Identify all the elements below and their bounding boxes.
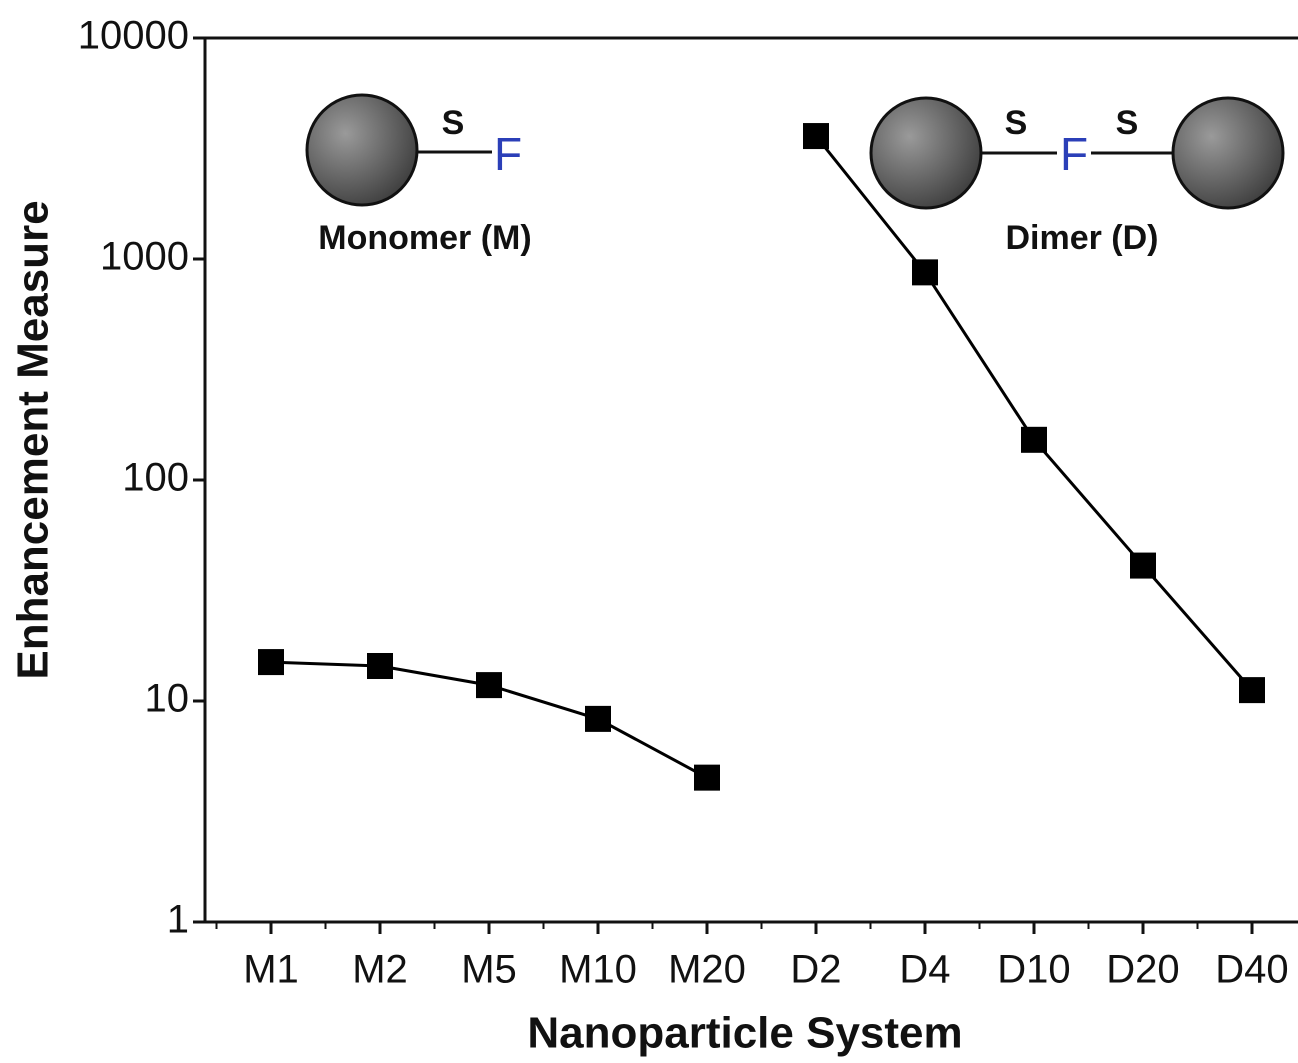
x-axis-title: Nanoparticle System (527, 1009, 962, 1058)
x-tick-label: D10 (997, 948, 1070, 992)
x-tick-label: D4 (899, 948, 950, 992)
annotation: F (1060, 128, 1088, 180)
marker (258, 649, 284, 676)
annotation: Monomer (M) (318, 219, 531, 257)
annotation: S (1005, 104, 1028, 142)
marker (803, 123, 829, 150)
x-tick-label: M5 (461, 948, 517, 992)
x-tick-label: M1 (243, 948, 299, 992)
y-tick-label: 100 (122, 456, 189, 500)
x-tick-label: M10 (559, 948, 637, 992)
marker (1239, 677, 1265, 704)
y-tick-label: 10 (145, 677, 190, 721)
monomer-diagram: S F Monomer (M) (305, 93, 532, 257)
annotation: S (442, 104, 465, 142)
y-tick-label: 1 (167, 898, 189, 942)
y-axis-title: Enhancement Measure (9, 200, 58, 679)
marker (1021, 426, 1047, 453)
annotation: Dimer (D) (1005, 219, 1158, 257)
x-tick-label: M20 (668, 948, 746, 992)
marker (694, 764, 720, 791)
y-tick-label: 10000 (78, 14, 189, 58)
x-tick-label: D40 (1215, 948, 1288, 992)
marker (476, 672, 502, 699)
dimer-diagram: S F S Dimer (D) (869, 96, 1285, 257)
marker (367, 653, 393, 680)
annotation: S (1116, 104, 1139, 142)
marker (585, 705, 611, 732)
annotation: F (494, 128, 522, 180)
x-tick-label: M2 (352, 948, 408, 992)
marker (912, 259, 938, 286)
x-tick-label: D20 (1106, 948, 1179, 992)
y-tick-label: 1000 (100, 235, 189, 279)
marker (1130, 552, 1156, 579)
x-tick-label: D2 (790, 948, 841, 992)
